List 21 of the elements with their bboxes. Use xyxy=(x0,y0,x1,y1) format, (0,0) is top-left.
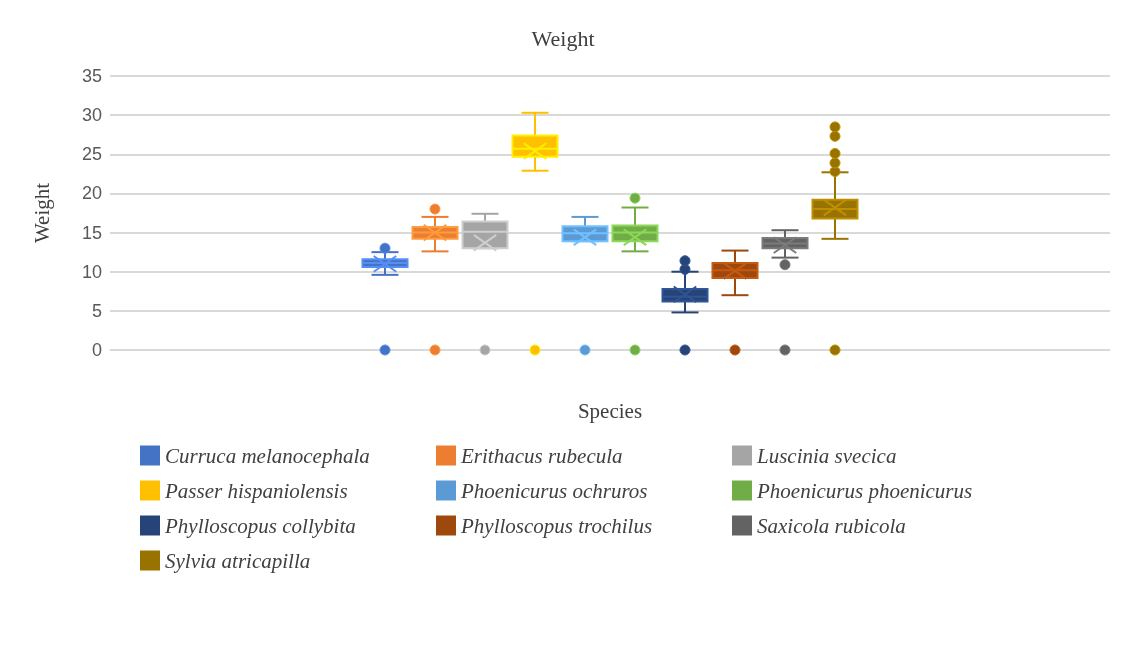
y-tick-label: 30 xyxy=(81,105,102,126)
legend-label: Phylloscopus trochilus xyxy=(460,513,653,538)
y-tick-label: 0 xyxy=(91,340,102,360)
y-axis-title: Weight xyxy=(29,182,54,244)
legend-label: Luscinia svecica xyxy=(756,443,897,468)
y-tick-label: 35 xyxy=(81,66,102,86)
legend-label: Saxicola rubicola xyxy=(757,513,906,538)
legend-label: Curruca melanocephala xyxy=(165,443,370,468)
legend-label: Phylloscopus collybita xyxy=(164,513,356,538)
legend-label: Phoenicurus ochruros xyxy=(460,478,648,503)
legend-label: Passer hispaniolensis xyxy=(164,478,348,503)
y-tick-label: 15 xyxy=(81,222,102,243)
y-tick-label: 25 xyxy=(81,144,102,165)
legend-label: Phoenicurus phoenicurus xyxy=(756,478,973,503)
y-tick-label: 5 xyxy=(91,300,102,321)
y-tick-label: 20 xyxy=(81,183,102,204)
x-axis-title: Species xyxy=(577,398,643,423)
legend-label: Sylvia atricapilla xyxy=(165,548,311,573)
legend-label: Erithacus rubecula xyxy=(460,443,623,468)
y-tick-label: 10 xyxy=(81,261,102,282)
chart-title: Weight xyxy=(531,25,595,51)
